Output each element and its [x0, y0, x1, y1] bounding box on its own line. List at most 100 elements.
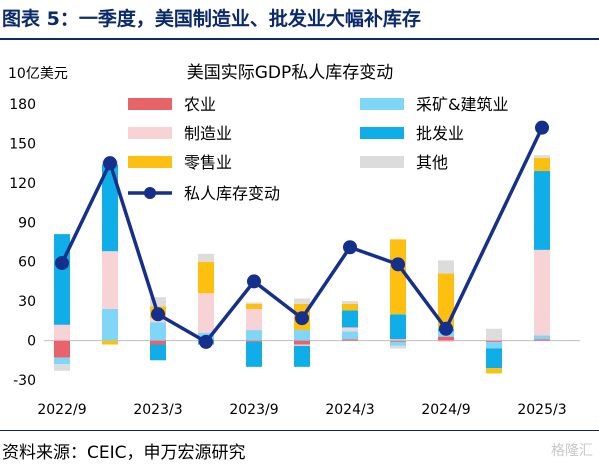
line-point [247, 274, 261, 289]
bar-segment-mining_construction [150, 322, 166, 341]
source-note: 资料来源：CEIC，申万宏源研究 [2, 443, 246, 463]
bar-segment-agriculture [390, 340, 406, 342]
y-tick-label: 60 [18, 255, 36, 271]
legend-label: 零售业 [184, 153, 232, 172]
bar-segment-wholesale [150, 344, 166, 361]
bar-segment-manufacturing [390, 339, 406, 341]
bar-segment-wholesale [534, 171, 550, 250]
bar-segment-retail [198, 261, 214, 294]
line-point [103, 156, 117, 171]
bar-segment-mining_construction [534, 335, 550, 340]
title-rule [0, 38, 599, 40]
bar-segment-other [198, 253, 214, 262]
legend-label: 农业 [184, 95, 216, 114]
bar-segment-agriculture [534, 339, 550, 341]
bar-segment-manufacturing [534, 249, 550, 336]
bar-segment-mining_construction [54, 357, 70, 365]
line-point [295, 311, 309, 326]
bar-segment-agriculture [486, 340, 502, 342]
legend-label: 制造业 [184, 124, 232, 143]
bar-segment-manufacturing [54, 324, 70, 341]
x-tick-label: 2022/9 [37, 402, 86, 418]
bar-segment-retail [390, 239, 406, 315]
x-tick-label: 2024/3 [325, 402, 374, 418]
bar-segment-agriculture [54, 340, 70, 358]
bar-segment-other [438, 260, 454, 274]
bar-segment-manufacturing [438, 340, 454, 342]
bar-segment-other [534, 155, 550, 158]
bar-segment-retail [534, 157, 550, 172]
legend-label: 其他 [416, 153, 448, 172]
legend-swatch-mining_construction [360, 98, 404, 110]
bar-segment-mining_construction [390, 341, 406, 346]
bar-segment-retail [246, 303, 262, 310]
line-point [199, 334, 213, 349]
bar-segment-other [390, 345, 406, 349]
bar-segment-mining_construction [294, 330, 310, 341]
legend-swatch-wholesale [360, 127, 404, 139]
bar-segment-agriculture [150, 340, 166, 345]
bar-segment-other [486, 328, 502, 341]
bar-segment-wholesale [294, 345, 310, 367]
footer-rule [0, 430, 599, 431]
y-tick-label: 120 [9, 176, 36, 192]
bar-segment-retail [486, 368, 502, 374]
bar-segment-manufacturing [198, 293, 214, 333]
watermark-logo: 格隆汇 [551, 443, 593, 459]
y-tick-label: 180 [9, 97, 36, 113]
legend-label: 采矿&建筑业 [416, 95, 508, 114]
bar-segment-manufacturing [102, 251, 118, 310]
line-point [391, 257, 405, 272]
bar-segment-mining_construction [486, 341, 502, 349]
y-tick-label: -30 [13, 373, 36, 389]
bar-segment-retail [342, 303, 358, 311]
line-point [55, 256, 69, 271]
bar-segment-wholesale [486, 348, 502, 369]
legend-label: 批发业 [416, 124, 464, 143]
legend-label: 私人库存变动 [184, 184, 280, 203]
bar-segment-other [54, 364, 70, 371]
x-tick-label: 2023/3 [133, 402, 182, 418]
chart-title: 美国实际GDP私人库存变动 [187, 63, 394, 83]
x-tick-label: 2024/9 [421, 402, 470, 418]
bar-segment-retail [102, 340, 118, 345]
legend-swatch-line-marker [144, 187, 156, 199]
bar-segment-other [342, 301, 358, 304]
bar-segment-agriculture [246, 340, 262, 342]
line-point [535, 120, 549, 135]
bar-segment-agriculture [438, 336, 454, 341]
legend-swatch-retail [128, 156, 172, 168]
bar-segment-other [294, 298, 310, 304]
x-tick-label: 2025/3 [517, 402, 566, 418]
bar-segment-mining_construction [246, 330, 262, 341]
bar-segment-manufacturing [246, 309, 262, 331]
bar-segment-other [246, 302, 262, 304]
bar-segment-mining_construction [102, 309, 118, 341]
bar-segment-wholesale [342, 310, 358, 328]
bar-segment-agriculture [342, 339, 358, 341]
line-point [343, 240, 357, 255]
figure-title: 图表 5：一季度，美国制造业、批发业大幅补库存 [2, 8, 421, 30]
legend-swatch-other [360, 156, 404, 168]
bar-segment-other [150, 297, 166, 307]
line-point [439, 321, 453, 336]
y-tick-label: 30 [18, 294, 36, 310]
bar-segment-wholesale [390, 314, 406, 340]
y-tick-label: 0 [27, 334, 36, 350]
bar-segment-wholesale [102, 164, 118, 252]
y-tick-label: 90 [18, 215, 36, 231]
line-point [151, 307, 165, 322]
bar-segment-retail [438, 273, 454, 329]
bar-segment-wholesale [246, 341, 262, 367]
line-private-inventory [60, 126, 544, 344]
bar-segment-agriculture [294, 340, 310, 345]
bar-segment-manufacturing [294, 344, 310, 346]
bar-segment-mining_construction [342, 331, 358, 340]
x-tick-label: 2023/9 [229, 402, 278, 418]
legend-swatch-manufacturing [128, 127, 172, 139]
y-tick-label: 150 [9, 136, 36, 152]
legend-swatch-agriculture [128, 98, 172, 110]
inventory-chart: 10亿美元 美国实际GDP私人库存变动 -30 0 30 60 90 120 150 180 202… [8, 63, 580, 418]
y-axis-unit: 10亿美元 [8, 66, 68, 82]
bar-segment-manufacturing [342, 327, 358, 332]
